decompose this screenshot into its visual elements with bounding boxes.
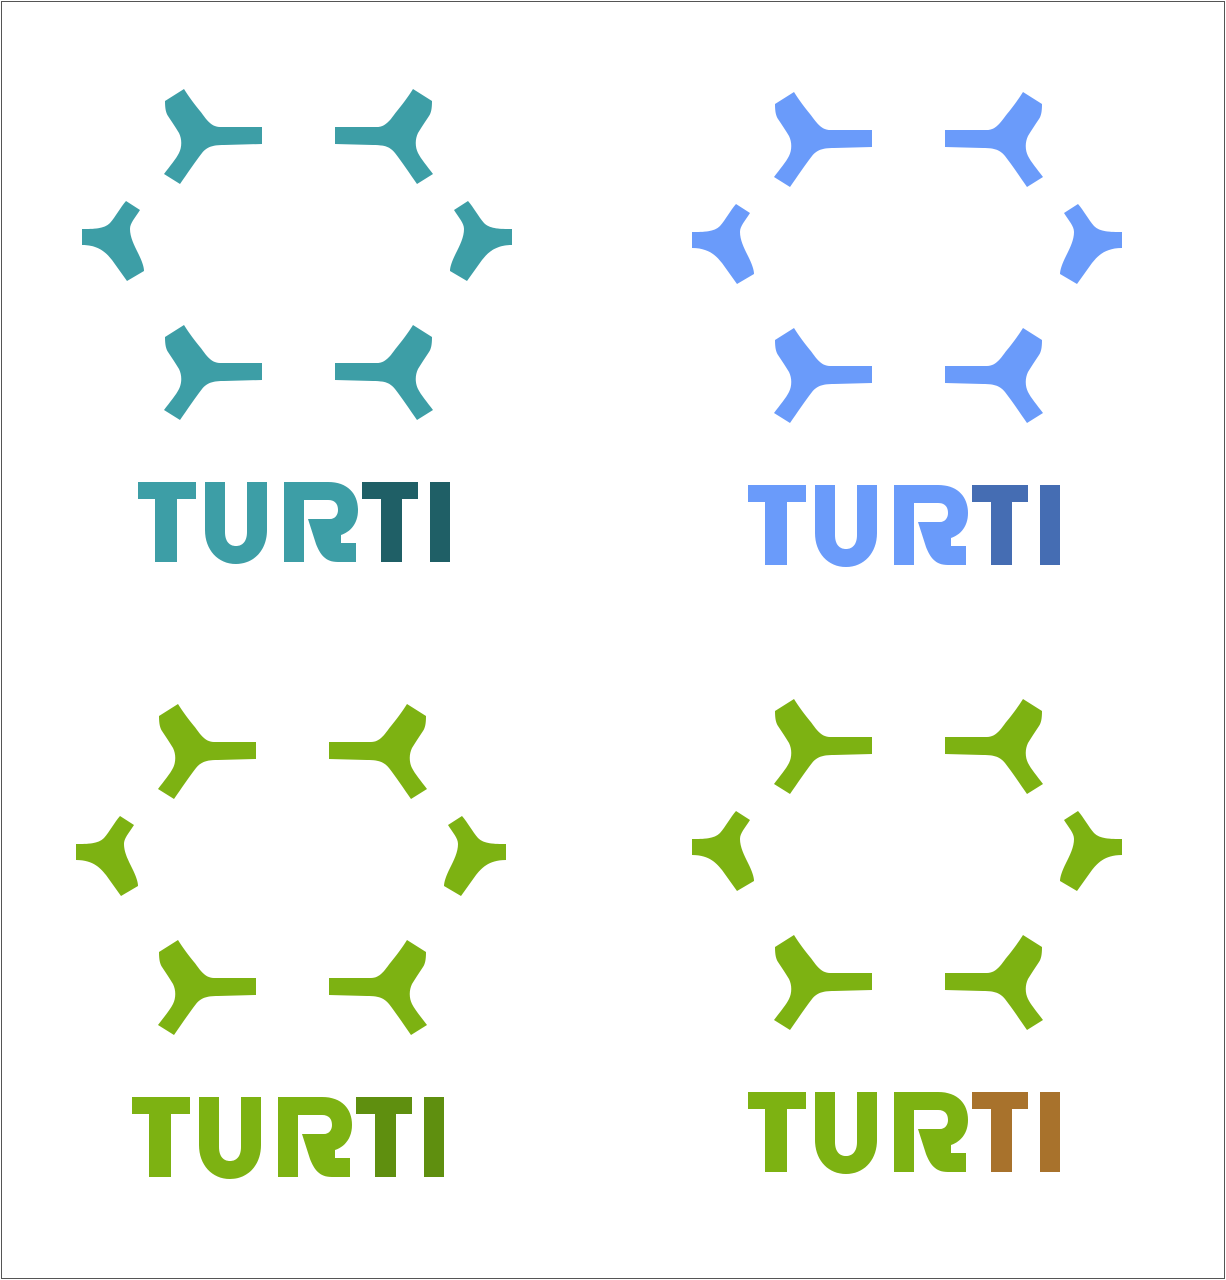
logo-variant-blue — [690, 88, 1130, 578]
hexagon-forks-icon — [692, 699, 1122, 1030]
letter-i — [1040, 485, 1060, 565]
fork-bottom-right-icon — [945, 328, 1043, 423]
letter-i — [430, 482, 450, 562]
fork-right-icon — [450, 201, 512, 281]
letter-r — [894, 1092, 968, 1172]
letter-i — [1040, 1092, 1060, 1172]
letter-t2 — [972, 485, 1028, 565]
fork-bottom-left-icon — [774, 935, 872, 1030]
fork-bottom-right-icon — [945, 935, 1043, 1030]
wordmark — [748, 485, 1060, 567]
hexagon-forks-icon — [76, 704, 506, 1035]
fork-top-right-icon — [945, 92, 1043, 187]
letter-r — [278, 1097, 352, 1177]
letter-u — [205, 482, 267, 564]
fork-bottom-left-icon — [158, 940, 256, 1035]
letter-t2 — [362, 482, 418, 562]
fork-top-left-icon — [158, 704, 256, 799]
fork-top-right-icon — [335, 89, 433, 184]
wordmark — [748, 1092, 1060, 1174]
fork-top-left-icon — [774, 92, 872, 187]
logo-svg — [692, 699, 1122, 1174]
letter-r — [894, 485, 968, 565]
fork-left-icon — [692, 204, 754, 284]
fork-left-icon — [82, 201, 144, 281]
logo-variant-green — [74, 700, 514, 1190]
letter-u — [815, 1092, 877, 1174]
letter-u — [199, 1097, 261, 1179]
wordmark — [138, 482, 450, 564]
logo-variant-teal — [80, 85, 520, 575]
letter-t1 — [748, 485, 806, 565]
fork-bottom-right-icon — [335, 325, 433, 420]
hexagon-forks-icon — [82, 89, 512, 420]
fork-top-right-icon — [329, 704, 427, 799]
fork-top-left-icon — [164, 89, 262, 184]
letter-t1 — [138, 482, 196, 562]
fork-left-icon — [692, 811, 754, 891]
logo-svg — [692, 92, 1122, 567]
logo-variant-green-brown — [690, 695, 1130, 1185]
letter-u — [815, 485, 877, 567]
wordmark — [132, 1097, 444, 1179]
fork-bottom-left-icon — [164, 325, 262, 420]
fork-right-icon — [444, 816, 506, 896]
hexagon-forks-icon — [692, 92, 1122, 423]
letter-r — [284, 482, 358, 562]
letter-t2 — [356, 1097, 412, 1177]
fork-top-right-icon — [945, 699, 1043, 794]
letter-t1 — [748, 1092, 806, 1172]
fork-right-icon — [1060, 204, 1122, 284]
letter-t2 — [972, 1092, 1028, 1172]
fork-left-icon — [76, 816, 138, 896]
fork-right-icon — [1060, 811, 1122, 891]
fork-bottom-right-icon — [329, 940, 427, 1035]
logo-svg — [76, 704, 506, 1179]
fork-top-left-icon — [774, 699, 872, 794]
letter-i — [424, 1097, 444, 1177]
letter-t1 — [132, 1097, 190, 1177]
logo-svg — [82, 89, 512, 564]
fork-bottom-left-icon — [774, 328, 872, 423]
